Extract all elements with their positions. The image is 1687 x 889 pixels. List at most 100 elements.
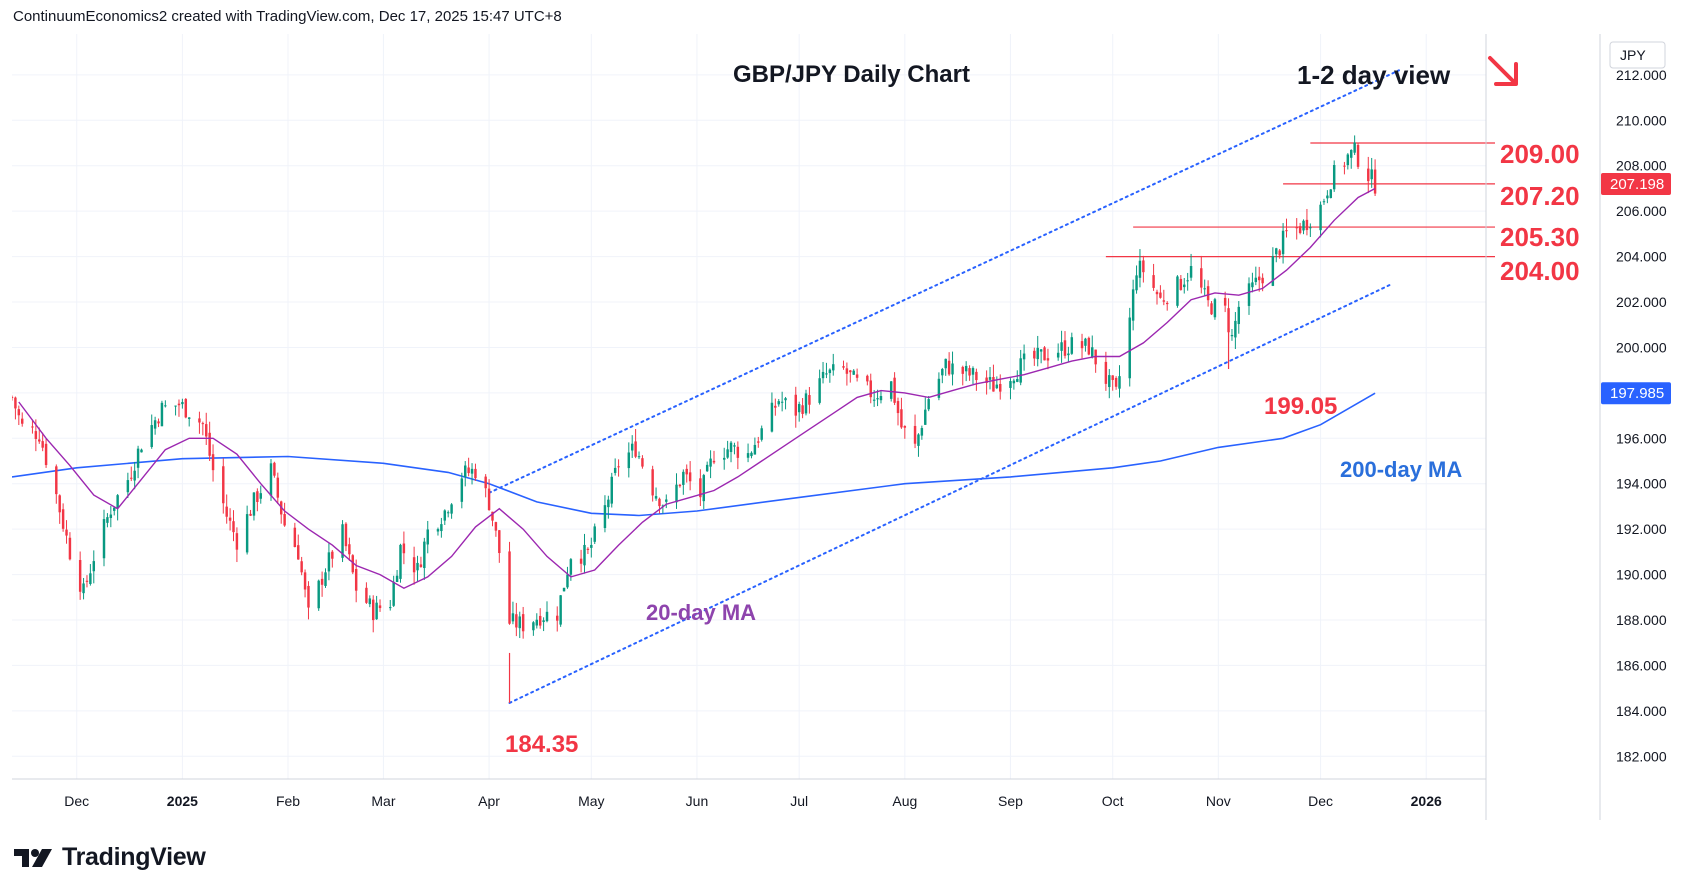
candle-body — [1159, 292, 1162, 298]
candle-body — [208, 432, 211, 456]
candle-body — [1080, 341, 1084, 349]
candle-body — [593, 526, 596, 542]
candle-body — [1104, 361, 1108, 384]
candle-body — [1322, 201, 1326, 203]
candle-body — [797, 404, 801, 413]
candle-body — [58, 495, 61, 513]
candle-body — [1298, 226, 1302, 233]
candle-body — [1022, 353, 1026, 360]
candle-body — [920, 428, 924, 436]
ma200-price-tag: 197.985 — [1601, 382, 1671, 405]
candle-body — [116, 495, 119, 509]
ma20-line — [18, 187, 1376, 589]
candle-body — [583, 544, 586, 566]
candle-body — [1036, 347, 1039, 360]
candle-body — [1356, 144, 1360, 167]
tradingview-logo[interactable]: TradingView — [12, 843, 206, 872]
candle-body — [1309, 227, 1312, 229]
candle-body — [999, 383, 1002, 392]
candle-body — [808, 395, 811, 405]
x-tick-label: Aug — [892, 793, 917, 809]
candle-body — [82, 583, 85, 594]
candle-body — [354, 568, 358, 591]
candle-body — [327, 552, 331, 572]
level-label-204: 204.00 — [1500, 256, 1580, 286]
candle-body — [1111, 375, 1114, 381]
candle-body — [1138, 260, 1142, 278]
candle-body — [1332, 164, 1336, 190]
candle-body — [1046, 358, 1050, 361]
candle-body — [750, 452, 753, 457]
y-tick-label: 182.000 — [1616, 748, 1667, 764]
candle-body — [225, 506, 228, 517]
candle-body — [733, 445, 736, 447]
currency-badge — [1609, 41, 1666, 69]
y-tick-label: 190.000 — [1616, 567, 1667, 583]
candle-body — [1067, 353, 1070, 356]
candle-body — [419, 564, 423, 567]
candle-body — [641, 458, 644, 467]
candle-body — [1114, 377, 1118, 387]
x-tick-label: Dec — [64, 793, 89, 809]
candle-body — [872, 399, 876, 401]
x-tick-label: Apr — [478, 793, 500, 809]
candle-body — [1087, 337, 1091, 355]
candle-body — [869, 380, 872, 398]
y-tick-label: 192.000 — [1616, 521, 1667, 537]
candle-body — [416, 562, 419, 571]
candle-body — [770, 402, 774, 432]
candle-body — [89, 573, 92, 584]
candle-body — [446, 512, 450, 514]
candle-body — [68, 537, 72, 560]
candle-body — [187, 417, 191, 419]
candle-body — [1213, 299, 1217, 318]
candle-body — [34, 431, 38, 440]
candle-body — [389, 607, 392, 609]
candle-body — [757, 441, 760, 443]
candle-body — [566, 574, 569, 588]
candle-body — [518, 616, 521, 629]
candle-body — [804, 393, 808, 414]
candle-body — [443, 510, 447, 521]
candle-body — [31, 426, 34, 428]
candle-body — [259, 493, 262, 499]
candle-body — [464, 465, 467, 478]
candle-body — [610, 476, 613, 504]
candle-body — [1223, 297, 1227, 306]
candle-body — [760, 428, 763, 440]
candle-body — [726, 449, 729, 458]
candle-body — [181, 402, 184, 405]
x-tick-label: Oct — [1102, 793, 1124, 809]
x-tick-label: 2026 — [1411, 793, 1442, 809]
candle-body — [1373, 169, 1377, 194]
candle-body — [1131, 289, 1135, 321]
candle-body — [937, 378, 941, 398]
candle-body — [41, 441, 44, 448]
candle-body — [392, 581, 395, 606]
candle-body — [535, 619, 539, 626]
candle-body — [303, 572, 307, 590]
candle-body — [941, 369, 944, 376]
y-tick-label: 194.000 — [1616, 476, 1667, 492]
chart-title: GBP/JPY Daily Chart — [733, 61, 970, 88]
candle-body — [153, 420, 157, 429]
currency-label: JPY — [1620, 47, 1646, 63]
candle-body — [746, 453, 750, 458]
candle-body — [164, 405, 167, 407]
candle-body — [579, 558, 583, 564]
candle-body — [586, 548, 590, 550]
candle-body — [985, 377, 988, 383]
low-label-184: 184.35 — [505, 731, 578, 758]
candle-body — [1009, 381, 1012, 388]
candle-body — [494, 522, 498, 531]
candle-body — [964, 365, 968, 372]
x-tick-label: Dec — [1308, 793, 1333, 809]
candle-body — [1176, 276, 1179, 306]
candle-body — [331, 551, 334, 559]
candle-body — [777, 401, 780, 405]
candle-body — [1162, 300, 1166, 302]
candle-body — [879, 396, 883, 401]
ma200-line — [12, 392, 1376, 517]
x-tick-label: Feb — [276, 793, 300, 809]
